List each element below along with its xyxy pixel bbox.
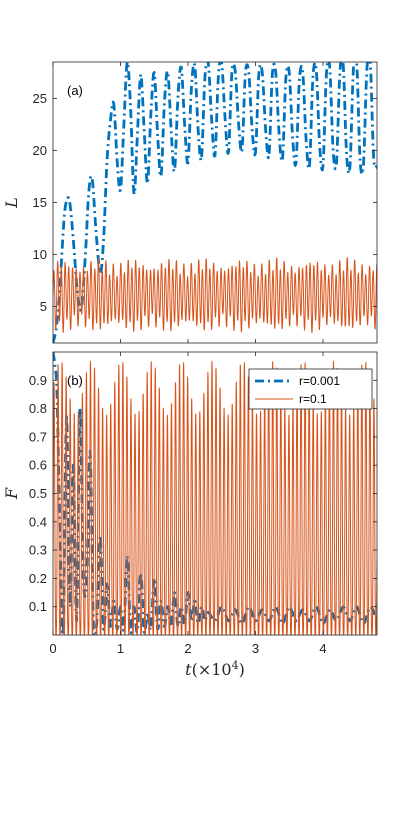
y-tick-label: 10: [33, 247, 47, 262]
panel-label: (a): [67, 83, 83, 98]
series-line-r-0-1: [53, 257, 377, 334]
x-tick-label: 0: [49, 641, 56, 656]
x-axis-label: t(×104): [185, 659, 245, 679]
y-tick-label: 0.7: [29, 429, 47, 444]
panel-label: (b): [67, 373, 83, 388]
legend-label: r=0.001: [299, 374, 340, 388]
y-tick-label: 25: [33, 91, 47, 106]
panel-a: 5 10 15 20 25 L (a): [2, 61, 378, 344]
panel-b: 0.1 0.2 0.3 0.4 0.5 0.6 0.7 0.8 0.9 0 1 2 3 4 Ft(×104)…: [2, 351, 378, 679]
y-tick-label: 15: [33, 195, 47, 210]
x-tick-label: 3: [252, 641, 259, 656]
x-tick-label: 4: [319, 641, 326, 656]
y-tick-label: 0.6: [29, 458, 47, 473]
y-axis-label: L: [2, 197, 21, 209]
y-tick-label: 0.1: [29, 599, 47, 614]
y-tick-label: 0.5: [29, 486, 47, 501]
y-tick-label: 5: [40, 299, 47, 314]
series-group: [53, 62, 377, 343]
x-tick-label: 2: [184, 641, 191, 656]
legend-label: r=0.1: [299, 392, 327, 406]
y-tick-label: 0.4: [29, 514, 47, 529]
y-axis-label: F: [2, 487, 21, 500]
y-tick-label: 20: [33, 143, 47, 158]
y-tick-label: 0.9: [29, 373, 47, 388]
legend: [248, 368, 373, 410]
y-tick-label: 0.2: [29, 571, 47, 586]
y-tick-label: 0.8: [29, 401, 47, 416]
x-tick-label: 1: [117, 641, 124, 656]
series-line-r-0-001: [53, 62, 377, 343]
y-tick-label: 0.3: [29, 543, 47, 558]
